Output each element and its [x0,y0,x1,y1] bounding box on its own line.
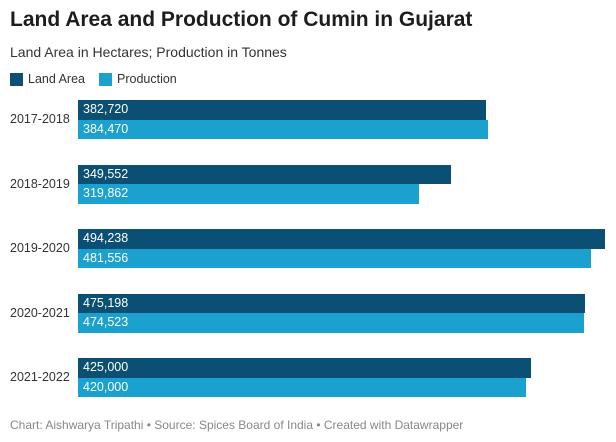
bar-land-area: 349,552 [78,164,451,184]
chart-subtitle: Land Area in Hectares; Production in Ton… [10,44,287,60]
bar-production: 420,000 [78,377,526,397]
data-label: 420,000 [83,379,129,394]
data-label: 425,000 [83,360,129,374]
category-label: 2021-2022 [10,370,70,384]
chart-footer: Chart: Aishwarya Tripathi • Source: Spic… [10,418,464,432]
bar-production: 384,470 [78,119,488,139]
bar-production: 481,556 [78,248,592,268]
data-label: 349,552 [83,166,129,181]
data-label: 319,862 [83,186,129,200]
bar-production: 319,862 [78,184,420,204]
legend-label: Production [117,72,177,86]
legend-item-production: Production [99,72,177,86]
category-label: 2020-2021 [10,305,70,320]
data-label: 384,470 [83,121,129,136]
data-label: 494,238 [83,231,129,245]
category-label: 2017-2018 [10,112,70,126]
category-label: 2018-2019 [10,176,70,191]
bar-land-area: 475,198 [78,293,585,313]
data-label: 474,523 [83,315,129,329]
data-label: 475,198 [83,295,129,310]
category-label: 2019-2020 [10,241,70,255]
bar-land-area: 494,238 [78,229,605,249]
data-label: 481,556 [83,250,129,265]
bar-land-area: 382,720 [78,100,487,120]
legend-label: Land Area [28,72,85,86]
legend-swatch [10,72,23,86]
bar-production: 474,523 [78,313,584,333]
legend: Land Area Production [10,72,177,86]
bar-land-area: 425,000 [78,358,532,378]
legend-item-land-area: Land Area [10,72,85,86]
chart-title: Land Area and Production of Cumin in Guj… [10,8,473,31]
legend-swatch [99,72,112,86]
data-label: 382,720 [83,102,129,116]
